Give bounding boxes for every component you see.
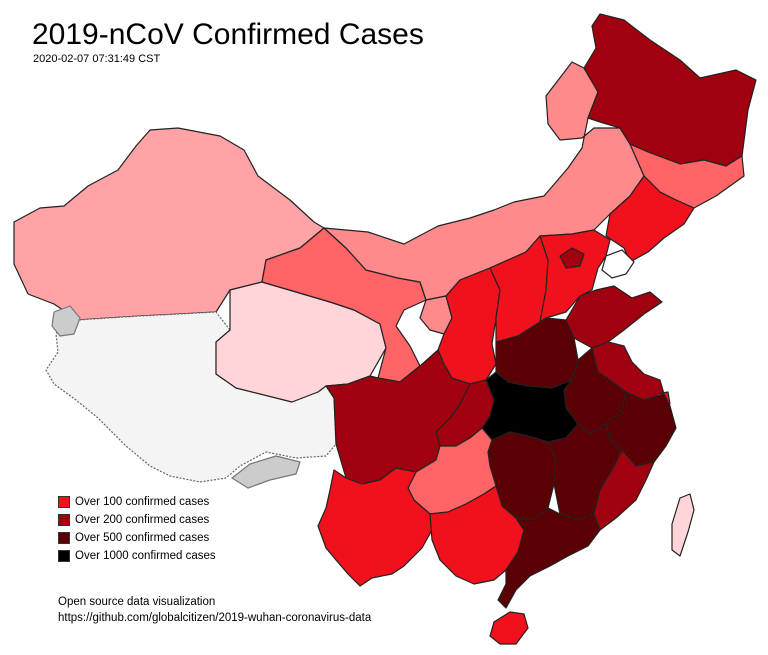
legend-swatch — [58, 550, 70, 562]
legend: Over 100 confirmed cases Over 200 confir… — [58, 493, 216, 565]
legend-item: Over 200 confirmed cases — [58, 511, 216, 529]
region-fujian — [593, 449, 655, 531]
legend-label: Over 100 confirmed cases — [75, 496, 210, 508]
region-liaoning — [605, 175, 695, 263]
legend-swatch — [58, 532, 70, 544]
legend-label: Over 200 confirmed cases — [75, 514, 210, 526]
credit-url: https://github.com/globalcitizen/2019-wu… — [58, 612, 372, 624]
legend-label: Over 1000 confirmed cases — [75, 550, 216, 562]
legend-item: Over 500 confirmed cases — [58, 529, 216, 547]
region-aksai-chin — [51, 305, 81, 337]
region-south-tibet — [231, 455, 301, 489]
region-tibet — [45, 311, 337, 483]
legend-item: Over 100 confirmed cases — [58, 493, 216, 511]
region-guangdong — [497, 507, 601, 609]
credit: Open source data visualization https://g… — [58, 594, 371, 626]
region-hainan — [489, 611, 529, 645]
bohai-sea — [601, 249, 635, 279]
legend-item: Over 1000 confirmed cases — [58, 547, 216, 565]
region-yunnan — [317, 467, 433, 587]
region-hebei — [539, 229, 611, 323]
map-title: 2019-nCoV Confirmed Cases — [32, 18, 424, 51]
legend-swatch — [58, 496, 70, 508]
region-taiwan — [671, 493, 695, 557]
region-heilongjiang — [583, 13, 757, 167]
region-shandong — [565, 285, 663, 349]
region-beijing — [559, 247, 585, 269]
credit-line: Open source data visualization — [58, 596, 216, 608]
update-timestamp: 2020-02-07 07:31:49 CST — [33, 53, 161, 65]
legend-swatch — [58, 514, 70, 526]
legend-label: Over 500 confirmed cases — [75, 532, 210, 544]
